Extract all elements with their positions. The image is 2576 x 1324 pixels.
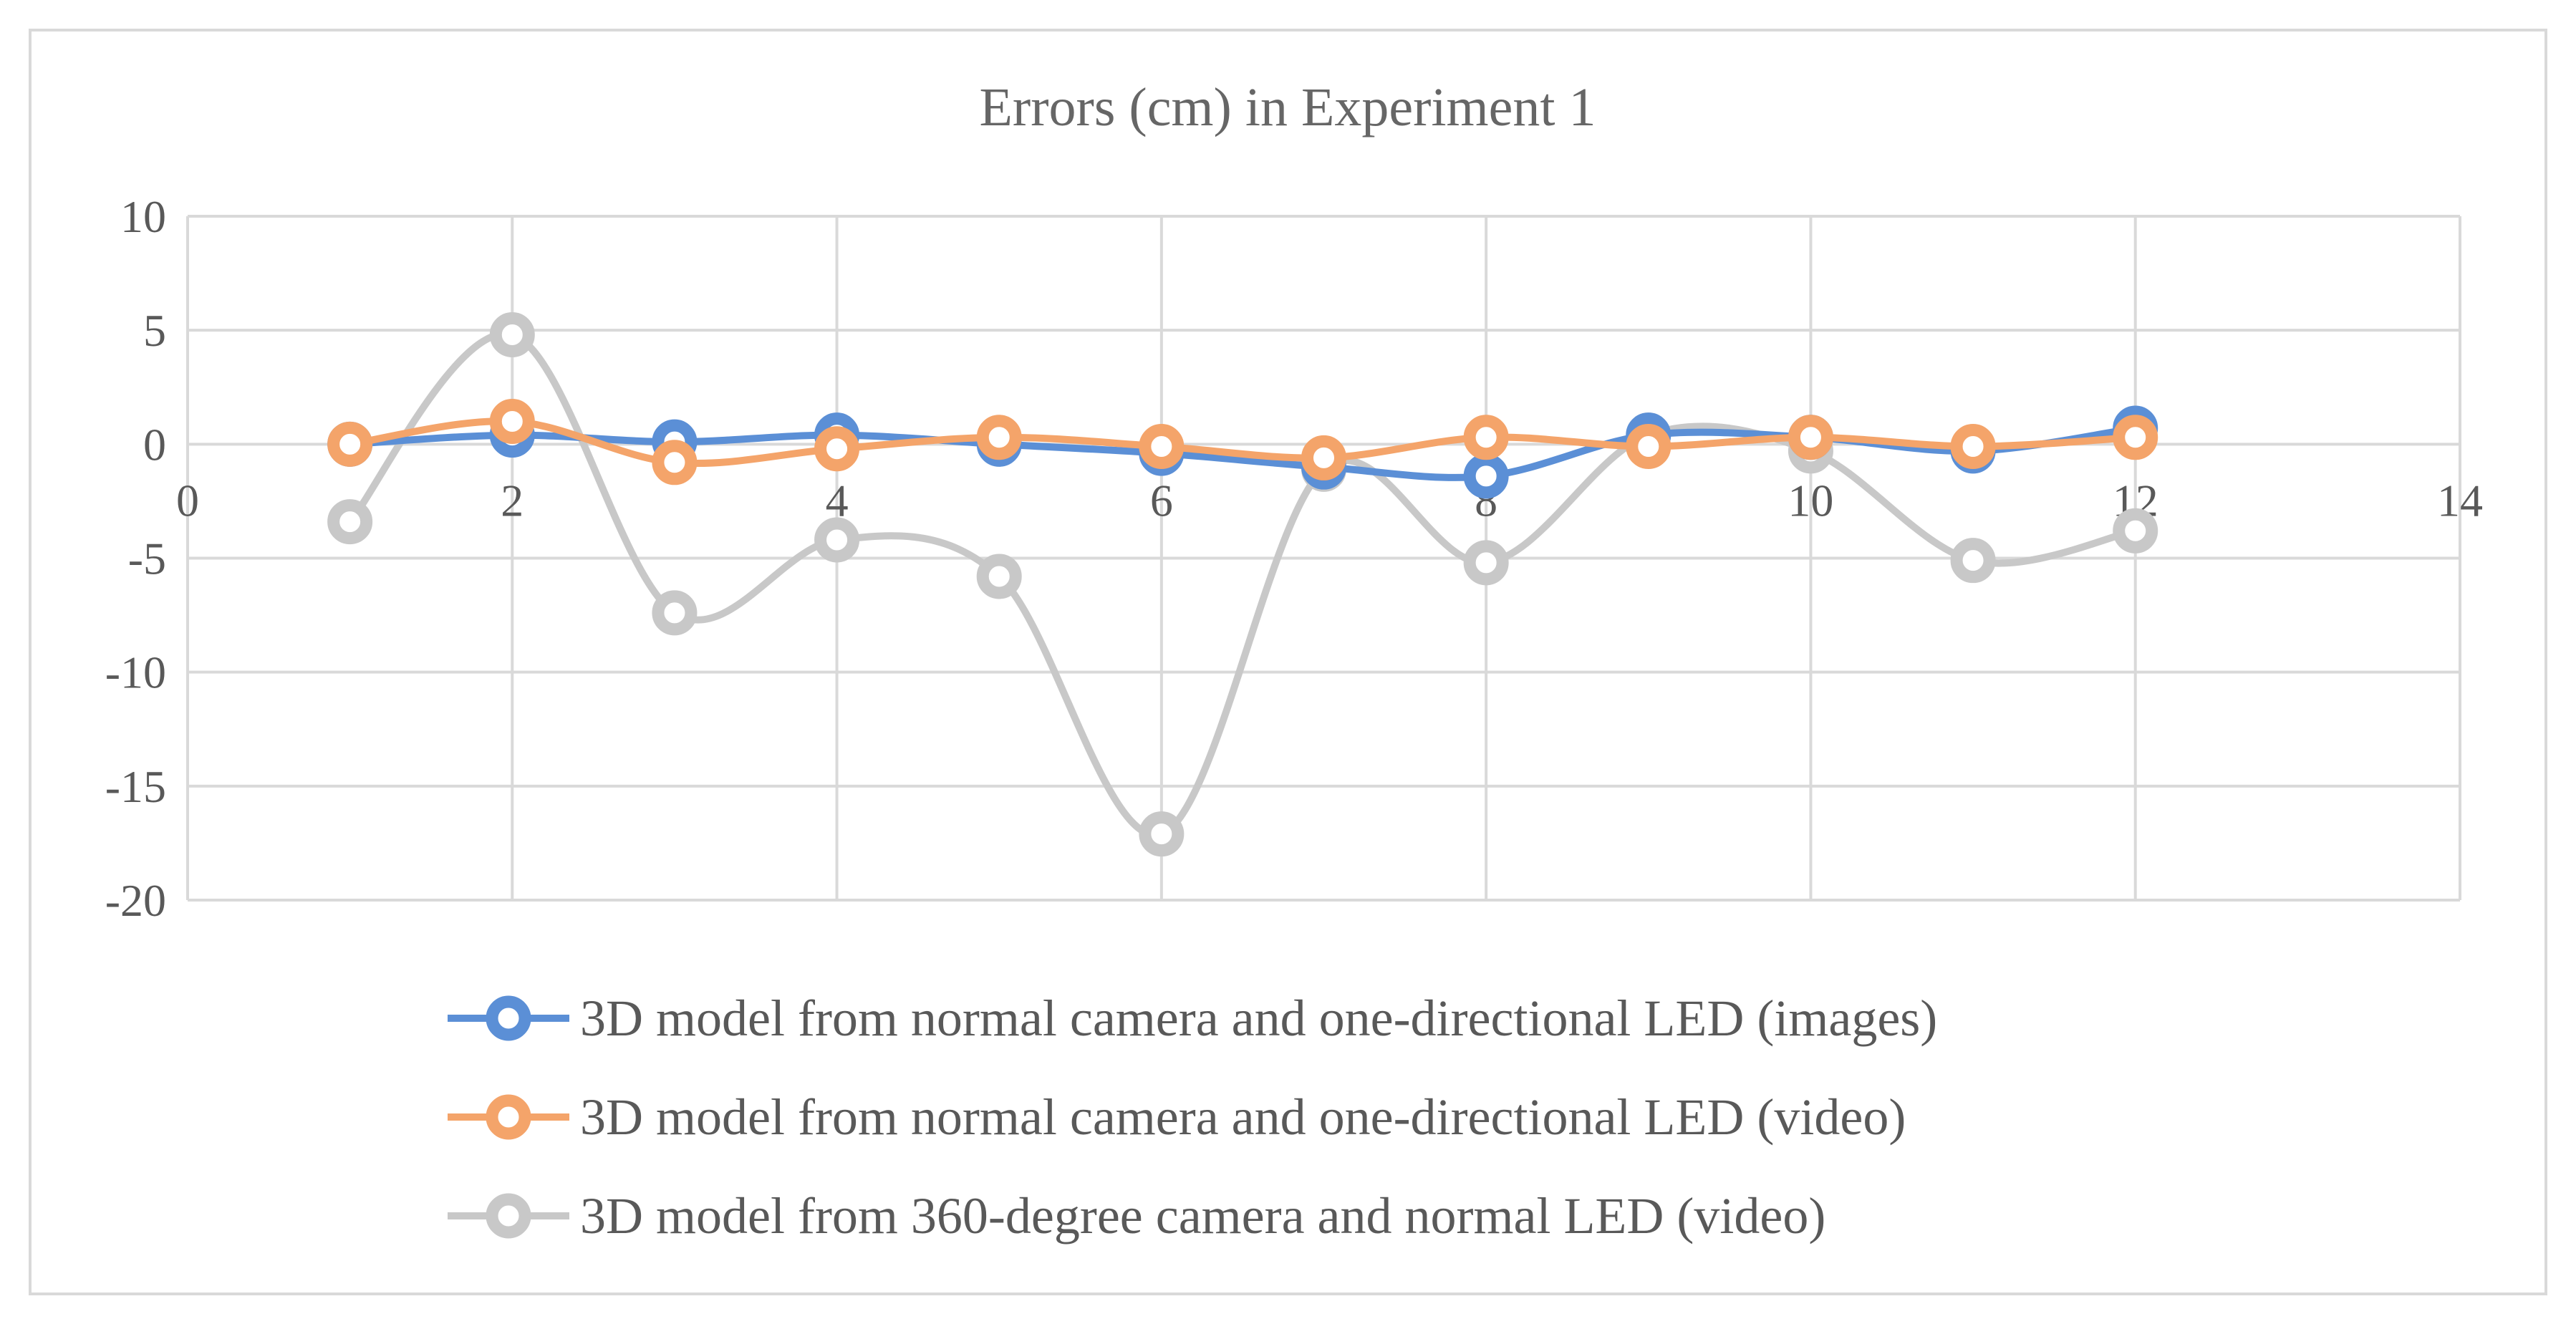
data-point[interactable] bbox=[814, 517, 860, 563]
legend-label: 3D model from normal camera and one-dire… bbox=[580, 1088, 1906, 1146]
data-point[interactable] bbox=[652, 590, 698, 636]
chart-frame bbox=[29, 29, 2547, 1295]
y-tick-label: -5 bbox=[128, 533, 166, 584]
data-point[interactable] bbox=[976, 554, 1022, 599]
data-point[interactable] bbox=[1463, 540, 1509, 586]
legend: 3D model from normal camera and one-dire… bbox=[448, 990, 1937, 1245]
x-tick-label: 2 bbox=[501, 475, 524, 526]
data-point[interactable] bbox=[489, 399, 535, 444]
data-point[interactable] bbox=[1301, 435, 1346, 480]
x-tick-label: 10 bbox=[1788, 475, 1833, 526]
data-point[interactable] bbox=[1463, 453, 1509, 499]
x-tick-label: 0 bbox=[176, 475, 199, 526]
y-tick-label: -10 bbox=[105, 647, 166, 698]
legend-marker bbox=[486, 995, 531, 1041]
data-point[interactable] bbox=[2113, 415, 2158, 460]
x-tick-label: 6 bbox=[1150, 475, 1173, 526]
legend-marker bbox=[486, 1193, 531, 1239]
legend-marker bbox=[486, 1094, 531, 1140]
series-line-3 bbox=[347, 330, 2136, 839]
series-2 bbox=[327, 399, 2158, 485]
legend-entry-3[interactable]: 3D model from 360-degree camera and norm… bbox=[448, 1187, 1825, 1245]
data-point[interactable] bbox=[814, 426, 860, 472]
y-tick-label: -20 bbox=[105, 875, 166, 926]
y-tick-label: 5 bbox=[143, 305, 166, 356]
data-point[interactable] bbox=[652, 440, 698, 485]
data-point[interactable] bbox=[1788, 415, 1833, 460]
data-point[interactable] bbox=[1950, 424, 1996, 470]
series-layer bbox=[327, 312, 2158, 857]
y-tick-label: 0 bbox=[143, 419, 166, 470]
data-point[interactable] bbox=[1139, 811, 1185, 857]
data-point[interactable] bbox=[327, 421, 373, 467]
chart-title: Errors (cm) in Experiment 1 bbox=[979, 77, 1596, 137]
legend-entry-2[interactable]: 3D model from normal camera and one-dire… bbox=[448, 1088, 1906, 1146]
legend-label: 3D model from normal camera and one-dire… bbox=[580, 990, 1937, 1047]
y-tick-label: -15 bbox=[105, 761, 166, 812]
x-tick-label: 4 bbox=[826, 475, 849, 526]
data-point[interactable] bbox=[976, 415, 1022, 460]
gridlines bbox=[186, 215, 2461, 902]
data-point[interactable] bbox=[1626, 424, 1671, 470]
data-point[interactable] bbox=[1950, 538, 1996, 584]
data-point[interactable] bbox=[2113, 508, 2158, 554]
legend-label: 3D model from 360-degree camera and norm… bbox=[580, 1187, 1825, 1245]
x-tick-label: 14 bbox=[2437, 475, 2483, 526]
series-3 bbox=[327, 312, 2158, 857]
data-point[interactable] bbox=[1139, 424, 1185, 470]
data-point[interactable] bbox=[327, 499, 373, 545]
data-point[interactable] bbox=[489, 312, 535, 358]
legend-entry-1[interactable]: 3D model from normal camera and one-dire… bbox=[448, 990, 1937, 1047]
data-point[interactable] bbox=[1463, 415, 1509, 460]
y-tick-label: 10 bbox=[120, 191, 166, 242]
